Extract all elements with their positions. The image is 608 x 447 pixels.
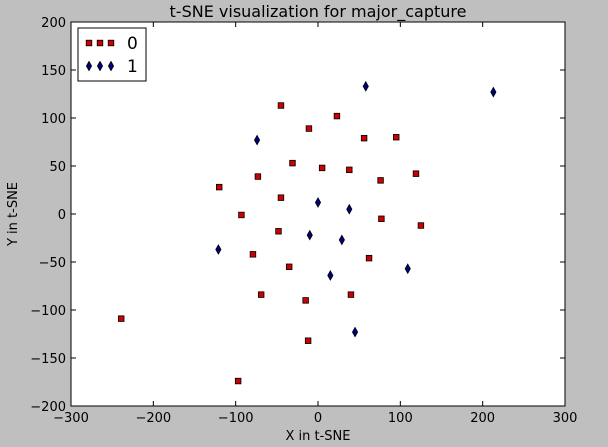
x-tick-label: −200 (135, 411, 171, 426)
data-point-series-0 (347, 291, 355, 298)
axis-ticks: −300 −200 −100 0 100 200 300−200−150−100−50050… (30, 16, 577, 426)
x-tick-label: 0 (314, 411, 322, 426)
data-point-series-0 (257, 291, 265, 298)
data-point-series-0 (289, 159, 296, 167)
data-point-series-0 (346, 166, 353, 174)
data-point-series-1 (346, 203, 353, 215)
y-tick-label: 200 (41, 16, 66, 31)
legend: 0 1 (77, 27, 147, 82)
data-point-series-1 (362, 80, 369, 92)
data-point-series-0 (249, 251, 257, 258)
legend-marker-0 (96, 39, 104, 47)
data-point-series-0 (377, 177, 384, 184)
legend-marker-1 (96, 60, 104, 72)
legend-box (77, 27, 147, 82)
x-tick-label: −100 (218, 411, 254, 426)
y-tick-label: 100 (41, 112, 66, 127)
y-tick-label: −100 (30, 304, 66, 319)
data-point-series-0 (412, 170, 420, 177)
data-point-series-0 (238, 211, 245, 219)
data-point-series-1 (404, 263, 411, 275)
data-point-series-0 (393, 133, 400, 141)
legend-marker-1 (107, 60, 115, 72)
data-point-series-0 (118, 315, 125, 322)
data-point-series-1 (306, 229, 313, 241)
data-point-series-0 (318, 164, 326, 172)
data-point-series-0 (277, 194, 285, 201)
data-point-series-0 (215, 183, 223, 191)
data-point-series-0 (254, 173, 262, 180)
legend-marker-1 (85, 60, 93, 72)
data-point-series-0 (234, 377, 242, 385)
data-point-series-1 (327, 270, 334, 281)
data-point-series-0 (275, 228, 282, 235)
data-point-series-0 (365, 254, 373, 262)
y-axis-label: Y in t-SNE (6, 182, 21, 247)
data-point-series-1 (490, 86, 497, 98)
y-tick-label: −200 (30, 400, 66, 415)
x-axis-label: X in t-SNE (286, 429, 351, 444)
data-point-series-0 (378, 215, 385, 222)
data-point-series-0 (305, 125, 313, 132)
y-tick-label: 150 (41, 64, 66, 79)
legend-marker-0 (107, 39, 115, 47)
legend-markers (85, 39, 115, 72)
x-tick-label: −300 (53, 411, 89, 426)
y-tick-label: −150 (30, 352, 66, 367)
legend-marker-0 (85, 39, 93, 47)
data-point-series-1 (351, 326, 359, 338)
data-point-series-1 (314, 197, 322, 208)
data-point-series-0 (285, 263, 293, 270)
data-point-series-0 (302, 297, 309, 304)
data-point-series-1 (254, 134, 261, 146)
x-tick-label: 300 (553, 411, 578, 426)
data-point-series-1 (215, 244, 222, 255)
data-point-series-0 (360, 134, 368, 142)
plot-area (70, 21, 566, 407)
data-point-series-0 (333, 112, 341, 120)
data-point-series-0 (277, 102, 285, 109)
x-tick-label: 100 (388, 411, 413, 426)
y-tick-label: −50 (39, 256, 66, 271)
data-point-series-1 (338, 234, 345, 246)
legend-label-0: 0 (127, 34, 138, 54)
data-point-series-0 (417, 222, 425, 229)
y-tick-label: 0 (58, 208, 66, 223)
data-points (118, 80, 497, 385)
data-point-series-0 (304, 337, 312, 344)
legend-label-1: 1 (127, 57, 138, 77)
x-tick-label: 200 (470, 411, 495, 426)
chart-title: t-SNE visualization for major_capture (170, 2, 467, 22)
y-tick-label: 50 (49, 160, 66, 175)
